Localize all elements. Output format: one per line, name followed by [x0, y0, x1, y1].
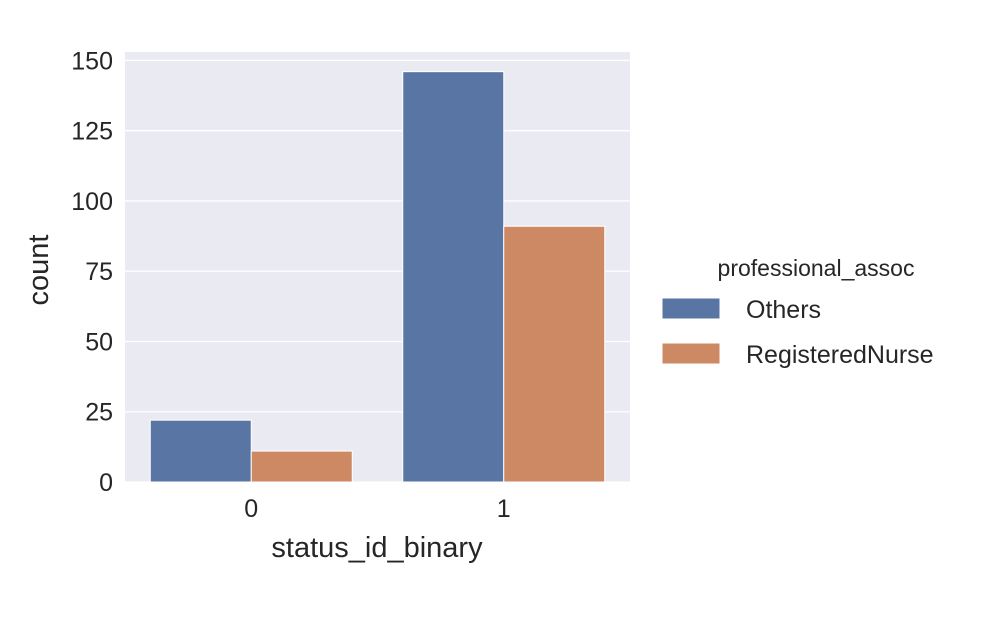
legend-swatch-registered-nurse: [661, 342, 721, 365]
y-tick-label: 50: [85, 328, 113, 356]
y-tick-label: 25: [85, 399, 113, 427]
y-tick-label: 150: [71, 47, 113, 75]
legend-title: professional_assoc: [718, 255, 915, 281]
legend-swatch-others: [661, 297, 721, 320]
x-axis-label: status_id_binary: [271, 532, 483, 564]
y-axis-label: count: [23, 235, 55, 306]
bar-others-0: [149, 419, 252, 483]
x-tick-label: 1: [497, 495, 511, 523]
bar-registerednurse-1: [503, 225, 606, 483]
bar-others-1: [402, 71, 505, 483]
legend: professional_assoc Others RegisteredNurs…: [661, 255, 934, 369]
y-tick-label: 75: [85, 258, 113, 286]
y-tick-label: 125: [71, 118, 113, 146]
legend-label-registered-nurse: RegisteredNurse: [746, 341, 934, 369]
y-tick-label: 0: [99, 469, 113, 497]
y-tick-label: 100: [71, 188, 113, 216]
x-tick-label: 0: [244, 495, 258, 523]
bar-registerednurse-0: [250, 450, 353, 483]
y-axis-ticks: 0 25 50 75 100 125 150: [71, 47, 113, 497]
legend-label-others: Others: [746, 296, 821, 324]
bars: [149, 71, 606, 483]
